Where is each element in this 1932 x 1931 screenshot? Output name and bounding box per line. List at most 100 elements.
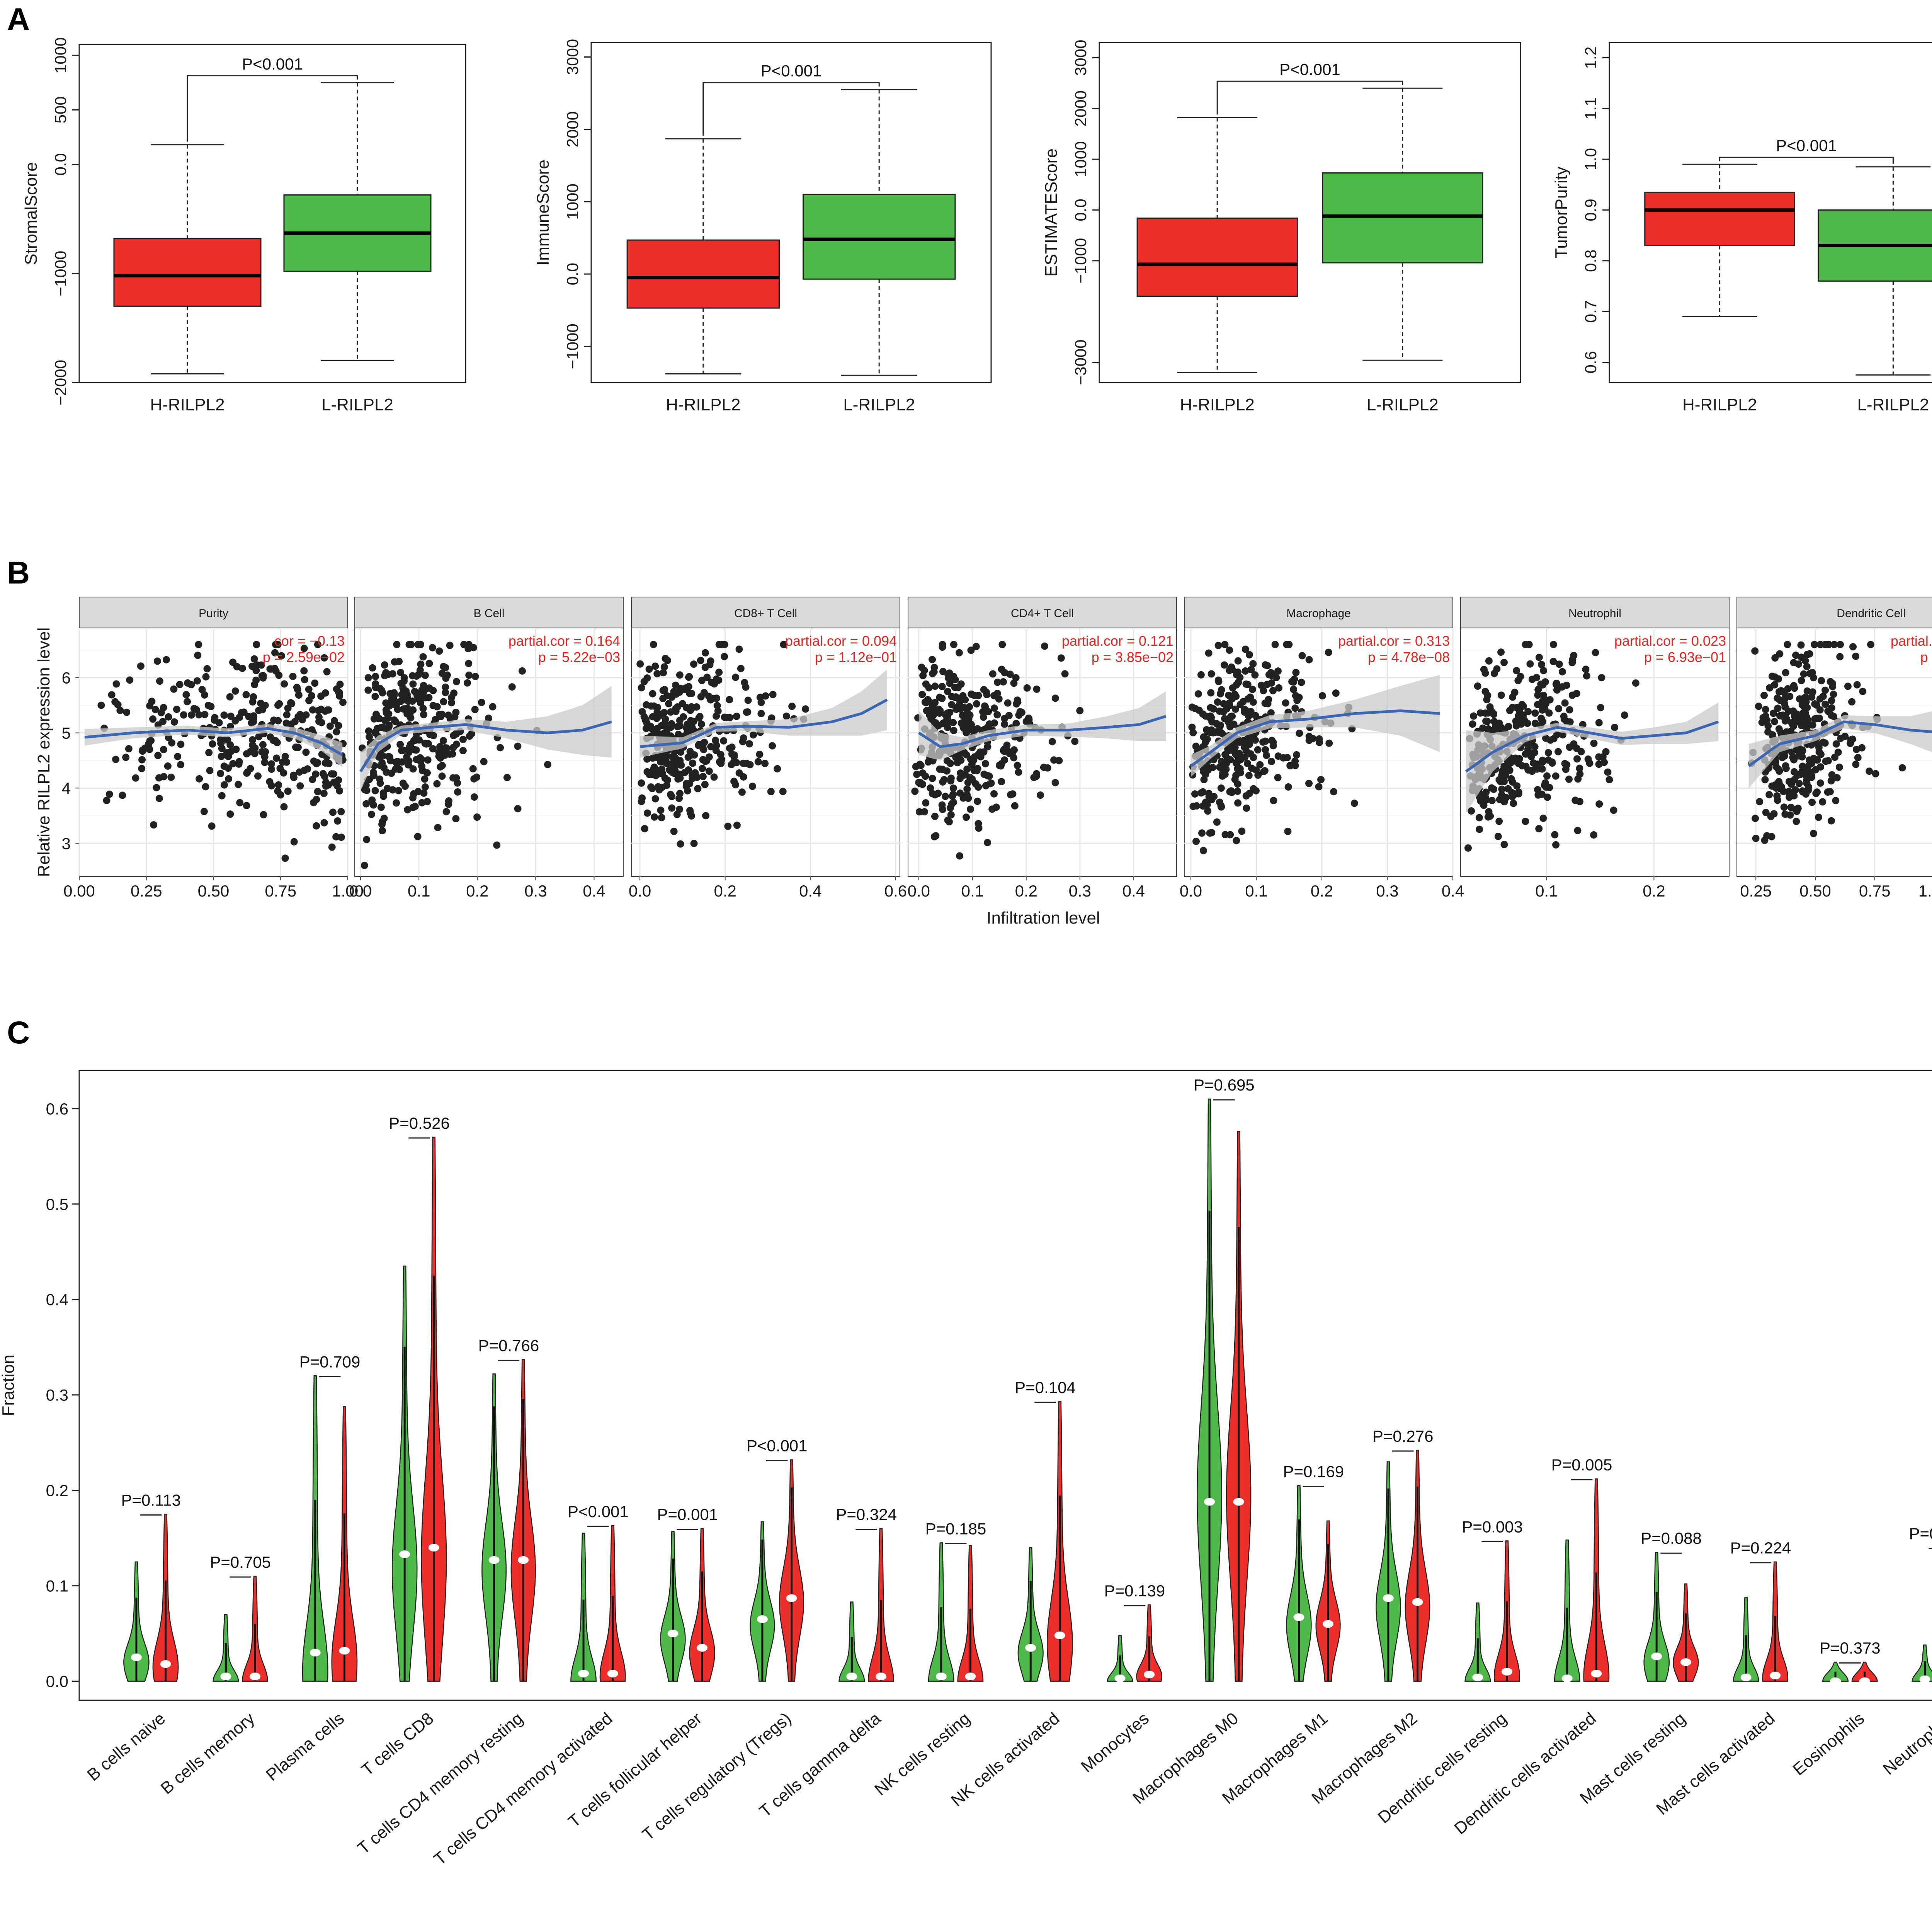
data-point — [437, 752, 445, 759]
data-point — [258, 748, 266, 755]
data-point — [1758, 718, 1766, 726]
data-point — [923, 707, 930, 715]
median-marker — [220, 1672, 231, 1681]
data-point — [1774, 704, 1782, 712]
x-tick-label: 0.2 — [466, 882, 488, 900]
data-point — [1826, 788, 1834, 796]
data-point — [420, 682, 427, 689]
data-point — [220, 781, 228, 789]
median-marker — [1323, 1620, 1334, 1628]
data-point — [1837, 641, 1844, 648]
data-point — [1271, 641, 1279, 648]
median-marker — [578, 1669, 589, 1678]
data-point — [750, 731, 757, 739]
pvalue-label: P=0.104 — [1015, 1378, 1076, 1397]
data-point — [238, 665, 246, 672]
data-point — [657, 806, 665, 814]
data-point — [224, 764, 232, 772]
data-point — [138, 756, 146, 764]
data-point — [917, 762, 925, 769]
data-point — [994, 679, 1002, 686]
data-point — [289, 672, 297, 680]
data-point — [1813, 756, 1821, 764]
data-point — [1284, 783, 1292, 791]
data-point — [769, 742, 776, 750]
data-point — [1762, 706, 1769, 713]
data-point — [114, 701, 122, 709]
data-point — [956, 789, 964, 797]
data-point — [1516, 708, 1524, 715]
violin — [750, 1521, 775, 1682]
boxplot-1: −2000 −1000 0.0 500 1000 StromalScore H-RILPL2… — [22, 37, 466, 414]
data-point — [685, 766, 692, 774]
data-point — [132, 774, 139, 782]
data-point — [1532, 764, 1540, 772]
data-point — [982, 782, 990, 789]
data-point — [1509, 693, 1517, 701]
violin — [1733, 1597, 1759, 1682]
data-point — [1325, 739, 1333, 747]
data-point — [1803, 779, 1811, 787]
iqr-box — [1136, 217, 1298, 297]
data-point — [417, 757, 424, 765]
data-point — [463, 679, 471, 687]
correlation-label: cor = −0.13 — [274, 633, 345, 649]
data-point — [279, 758, 287, 766]
data-point — [226, 693, 234, 701]
data-point — [1243, 804, 1250, 812]
data-point — [429, 644, 436, 652]
data-point — [252, 676, 260, 684]
data-point — [371, 692, 379, 700]
data-point — [1762, 712, 1770, 720]
data-point — [967, 805, 975, 813]
data-point — [1792, 806, 1799, 813]
data-point — [1565, 775, 1573, 783]
data-point — [1812, 789, 1820, 797]
data-point — [717, 760, 725, 767]
data-point — [920, 667, 928, 674]
data-point — [425, 660, 433, 667]
data-point — [1795, 752, 1803, 760]
violin — [123, 1561, 150, 1682]
data-point — [305, 686, 313, 693]
data-point — [1761, 776, 1769, 784]
data-point — [1217, 784, 1225, 792]
data-point — [1225, 691, 1233, 699]
data-point — [314, 641, 321, 648]
violin — [928, 1542, 954, 1682]
data-point — [985, 772, 993, 780]
data-point — [1494, 832, 1502, 840]
data-point — [485, 715, 492, 722]
data-point — [290, 774, 298, 781]
facet-cd8-t-cell: CD8+ T Cell 0.0 0.2 0.4 0.6 partial.cor = 0.0… — [629, 597, 907, 900]
data-point — [1818, 677, 1825, 684]
data-point — [651, 662, 659, 670]
data-point — [1830, 713, 1837, 720]
data-point — [1507, 775, 1515, 783]
data-point — [249, 736, 257, 744]
data-point — [1330, 788, 1338, 796]
data-point — [675, 730, 682, 738]
data-point — [157, 709, 165, 716]
data-point — [423, 769, 431, 777]
data-point — [1246, 739, 1253, 747]
data-point — [385, 753, 393, 760]
data-point — [363, 836, 371, 844]
iqr-box — [113, 238, 262, 307]
y-axis-label: ImmuneScore — [534, 160, 553, 265]
data-point — [170, 718, 178, 726]
data-point — [155, 774, 163, 782]
data-point — [1785, 789, 1793, 797]
data-point — [1221, 641, 1229, 648]
data-point — [419, 704, 427, 712]
median-marker — [518, 1556, 529, 1564]
data-point — [676, 789, 684, 797]
violin — [1197, 1098, 1222, 1682]
x-tick-label: 0.25 — [131, 882, 162, 900]
data-point — [302, 749, 310, 756]
data-point — [1544, 793, 1551, 801]
data-point — [1040, 764, 1048, 771]
violin — [302, 1375, 328, 1682]
median-marker — [488, 1556, 500, 1564]
data-point — [329, 808, 337, 816]
